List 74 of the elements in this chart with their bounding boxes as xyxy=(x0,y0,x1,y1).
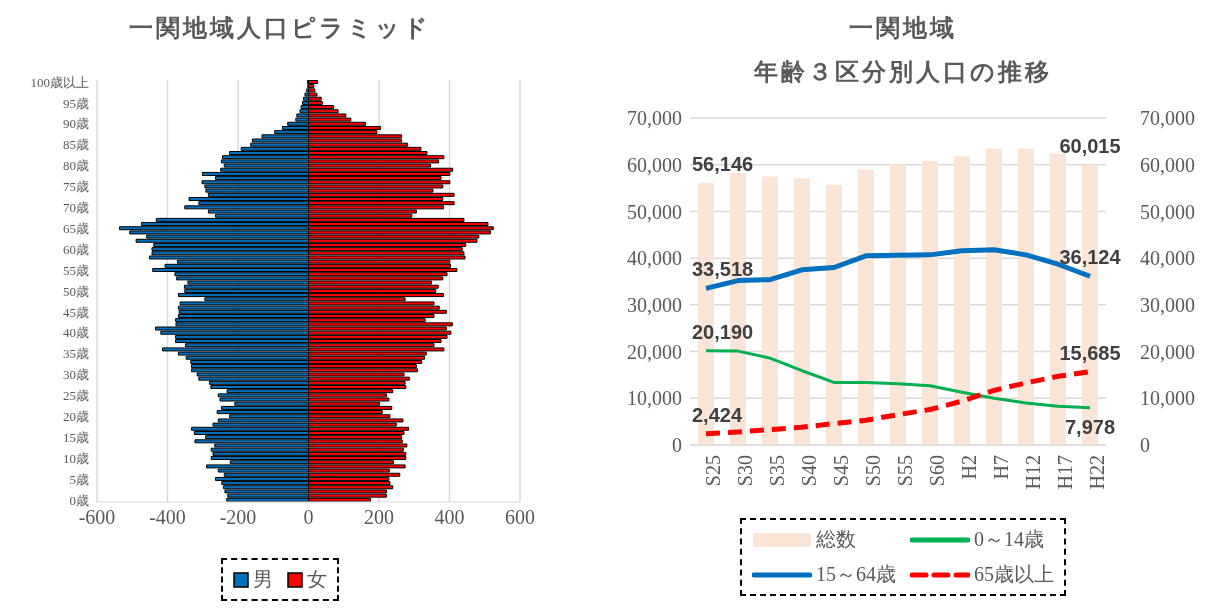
chart-subtitle: 年齢３区分別人口の推移 xyxy=(752,57,1053,88)
legend-label: 65歳以上 xyxy=(974,562,1054,587)
y-tick-label: 5歳 xyxy=(69,471,89,487)
y2-tick-label: 30,000 xyxy=(1140,293,1195,316)
y2-tick-label: 70,000 xyxy=(1140,107,1195,130)
y-tick-label: 95歳 xyxy=(63,95,89,111)
y-tick-label: 50歳 xyxy=(63,283,89,299)
chart-title: 一関地域人口ピラミッド xyxy=(128,13,432,44)
y2-tick-label: 50,000 xyxy=(1140,200,1195,223)
data-label: 2,424 xyxy=(692,403,743,426)
data-label: 60,015 xyxy=(1059,134,1121,157)
x-tick-label: -400 xyxy=(149,506,186,529)
y-tick-label: 55歳 xyxy=(63,262,89,278)
y-tick-label: 40歳 xyxy=(63,325,89,341)
y-tick-label: 40,000 xyxy=(627,247,682,270)
x-tick-label: 0 xyxy=(303,506,314,529)
y2-tick-label: 10,000 xyxy=(1140,387,1195,410)
data-label: 33,518 xyxy=(692,258,754,281)
y2-tick-label: 40,000 xyxy=(1140,247,1195,270)
y-tick-label: 70歳 xyxy=(63,200,89,216)
y-tick-label: 10歳 xyxy=(63,450,89,466)
y-tick-label: 10,000 xyxy=(627,387,682,410)
x-tick-label: S55 xyxy=(894,455,917,487)
y2-tick-label: 20,000 xyxy=(1140,340,1195,363)
y-tick-label: 0 xyxy=(672,434,682,457)
y-tick-label: 65歳 xyxy=(63,220,89,236)
y-tick-label: 30,000 xyxy=(627,293,682,316)
data-label: 20,190 xyxy=(692,320,754,343)
y-tick-label: 90歳 xyxy=(63,116,89,132)
x-tick-label: H2 xyxy=(958,455,981,480)
y2-tick-label: 60,000 xyxy=(1140,153,1195,176)
y-tick-label: 20,000 xyxy=(627,340,682,363)
y-tick-label: 60歳 xyxy=(63,241,89,257)
data-label: 36,124 xyxy=(1059,246,1122,269)
x-tick-label: H17 xyxy=(1054,455,1077,490)
x-tick-label: S30 xyxy=(734,455,757,487)
x-tick-label: H12 xyxy=(1022,455,1045,490)
x-tick-label: 600 xyxy=(505,506,535,529)
x-tick-label: S35 xyxy=(766,455,789,487)
y-tick-label: 85歳 xyxy=(63,137,89,153)
y-tick-label: 35歳 xyxy=(63,346,89,362)
y-tick-label: 60,000 xyxy=(627,153,682,176)
x-tick-label: H7 xyxy=(990,455,1013,480)
y-tick-label: 15歳 xyxy=(63,429,89,445)
x-tick-label: 200 xyxy=(364,506,394,529)
y2-tick-label: 0 xyxy=(1140,434,1150,457)
y-tick-label: 100歳以上 xyxy=(30,74,89,90)
data-label: 7,978 xyxy=(1064,415,1116,438)
x-tick-label: -200 xyxy=(219,506,257,529)
y-tick-label: 50,000 xyxy=(627,200,682,223)
legend-label: 総数 xyxy=(816,527,856,552)
x-tick-label: H22 xyxy=(1086,455,1109,490)
x-tick-label: 400 xyxy=(434,506,465,529)
y-tick-label: 45歳 xyxy=(63,304,89,320)
y-tick-label: 30歳 xyxy=(63,367,89,383)
x-tick-label: S25 xyxy=(702,455,725,487)
x-tick-label: S45 xyxy=(830,455,853,487)
legend-label: 0～14歳 xyxy=(974,527,1044,552)
x-tick-label: -600 xyxy=(78,506,116,529)
x-tick-label: S50 xyxy=(862,455,885,487)
y-tick-label: 70,000 xyxy=(627,107,682,130)
data-label: 15,685 xyxy=(1059,341,1121,364)
legend-label: 男 xyxy=(253,567,273,592)
data-label: 56,146 xyxy=(692,152,754,175)
legend-label: 女 xyxy=(307,567,327,592)
y-tick-label: 80歳 xyxy=(63,158,89,174)
x-tick-label: S40 xyxy=(798,455,821,487)
y-tick-label: 0歳 xyxy=(69,492,89,508)
y-tick-label: 25歳 xyxy=(63,388,89,404)
chart-title: 一関地域 xyxy=(848,13,958,44)
y-tick-label: 75歳 xyxy=(63,179,89,195)
y-tick-label: 20歳 xyxy=(63,408,89,424)
legend-label: 15～64歳 xyxy=(816,562,896,587)
x-tick-label: S60 xyxy=(926,455,949,487)
